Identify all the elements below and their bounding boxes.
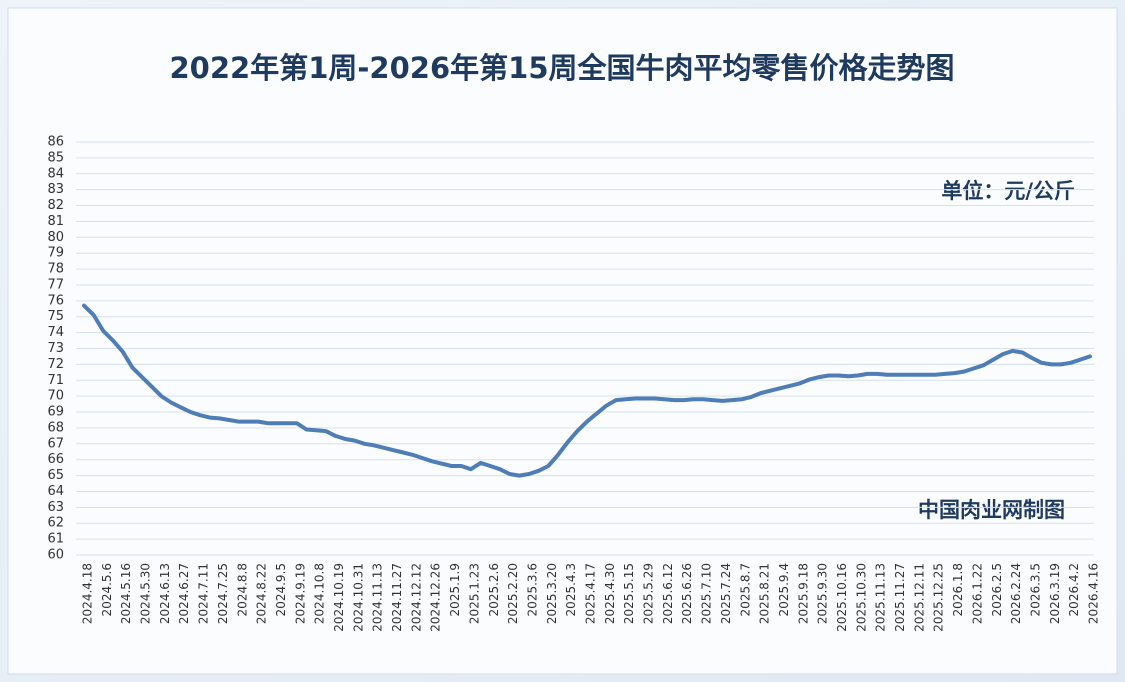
chart-title: 2022年第1周-2026年第15周全国牛肉平均零售价格走势图 <box>170 51 955 85</box>
x-tick-label: 2024.11.13 <box>371 563 385 632</box>
y-tick-label: 82 <box>47 198 64 213</box>
x-tick-label: 2025.3.6 <box>525 563 539 616</box>
y-tick-label: 80 <box>47 230 64 245</box>
y-tick-label: 74 <box>47 325 64 340</box>
x-tick-label: 2025.6.26 <box>680 563 694 624</box>
y-tick-label: 66 <box>47 452 64 467</box>
source-note: 中国肉业网制图 <box>918 498 1065 522</box>
x-tick-label: 2025.6.12 <box>661 563 675 624</box>
x-tick-label: 2026.2.5 <box>990 563 1004 616</box>
x-tick-label: 2025.4.30 <box>603 563 617 624</box>
y-tick-label: 85 <box>47 150 64 165</box>
y-tick-label: 76 <box>47 293 64 308</box>
x-tick-label: 2024.6.13 <box>158 563 172 624</box>
x-tick-label: 2024.12.26 <box>429 563 443 632</box>
x-tick-label: 2024.6.27 <box>177 563 191 624</box>
x-tick-label: 2026.2.24 <box>1009 563 1023 624</box>
y-tick-label: 67 <box>47 436 64 451</box>
x-tick-label: 2024.5.30 <box>139 563 153 624</box>
x-tick-label: 2024.5.6 <box>100 563 114 616</box>
y-tick-label: 62 <box>47 516 64 531</box>
x-tick-label: 2025.10.16 <box>835 563 849 632</box>
x-tick-label: 2025.8.21 <box>758 563 772 624</box>
x-tick-label: 2025.4.17 <box>584 563 598 624</box>
x-tick-label: 2025.3.20 <box>545 563 559 624</box>
x-tick-label: 2026.1.8 <box>951 563 965 616</box>
y-tick-label: 65 <box>47 468 64 483</box>
x-tick-label: 2025.1.9 <box>448 563 462 616</box>
x-tick-label: 2025.12.25 <box>932 563 946 632</box>
x-tick-label: 2024.12.12 <box>409 563 423 632</box>
x-tick-label: 2024.4.18 <box>81 563 95 624</box>
x-tick-label: 2025.5.15 <box>622 563 636 624</box>
x-tick-label: 2025.2.6 <box>487 563 501 616</box>
x-tick-label: 2025.7.10 <box>700 563 714 624</box>
y-tick-label: 60 <box>47 548 64 563</box>
x-tick-label: 2026.3.19 <box>1048 563 1062 624</box>
x-tick-label: 2026.4.2 <box>1067 563 1081 616</box>
x-tick-label: 2025.1.23 <box>467 563 481 624</box>
x-tick-label: 2025.9.30 <box>816 563 830 624</box>
x-tick-label: 2024.10.8 <box>313 563 327 624</box>
x-tick-label: 2024.11.27 <box>390 563 404 632</box>
x-tick-label: 2025.8.7 <box>738 563 752 616</box>
y-tick-label: 70 <box>47 389 64 404</box>
y-tick-label: 64 <box>47 484 64 499</box>
x-tick-label: 2024.9.5 <box>274 563 288 616</box>
x-tick-label: 2025.11.13 <box>874 563 888 632</box>
y-tick-label: 69 <box>47 405 64 420</box>
x-tick-label: 2024.7.25 <box>216 563 230 624</box>
x-tick-label: 2024.9.19 <box>293 563 307 624</box>
y-tick-label: 79 <box>47 246 64 261</box>
x-tick-label: 2025.4.3 <box>564 563 578 616</box>
y-tick-label: 84 <box>47 166 64 181</box>
panel <box>7 7 1118 675</box>
y-tick-label: 68 <box>47 420 64 435</box>
x-tick-label: 2025.5.29 <box>642 563 656 624</box>
y-tick-label: 77 <box>47 277 64 292</box>
data-line <box>82 303 1092 478</box>
y-tick-label: 83 <box>47 182 64 197</box>
y-tick-label: 78 <box>47 262 64 277</box>
x-tick-label: 2025.11.27 <box>893 563 907 632</box>
y-tick-label: 73 <box>47 341 64 356</box>
y-tick-label: 81 <box>47 214 64 229</box>
x-tick-label: 2025.7.24 <box>719 563 733 624</box>
y-tick-label: 63 <box>47 500 64 515</box>
y-tick-label: 61 <box>47 532 64 547</box>
y-tick-label: 71 <box>47 373 64 388</box>
x-tick-label: 2024.8.8 <box>235 563 249 616</box>
x-tick-label: 2025.2.20 <box>506 563 520 624</box>
x-tick-label: 2026.3.5 <box>1028 563 1042 616</box>
x-tick-label: 2026.1.22 <box>970 563 984 624</box>
x-tick-label: 2025.12.11 <box>912 563 926 632</box>
unit-note: 单位：元/公斤 <box>941 179 1075 203</box>
y-tick-label: 75 <box>47 309 64 324</box>
x-tick-label: 2025.10.30 <box>854 563 868 632</box>
x-tick-label: 2024.10.31 <box>351 563 365 632</box>
x-tick-label: 2024.7.11 <box>197 563 211 624</box>
x-tick-label: 2026.4.16 <box>1087 563 1101 624</box>
x-tick-label: 2024.8.22 <box>255 563 269 624</box>
y-tick-label: 72 <box>47 357 64 372</box>
x-tick-label: 2024.10.19 <box>332 563 346 632</box>
y-tick-label: 86 <box>47 135 64 150</box>
x-tick-label: 2025.9.4 <box>777 563 791 616</box>
x-tick-label: 2025.9.18 <box>796 563 810 624</box>
x-tick-label: 2024.5.16 <box>119 563 133 624</box>
